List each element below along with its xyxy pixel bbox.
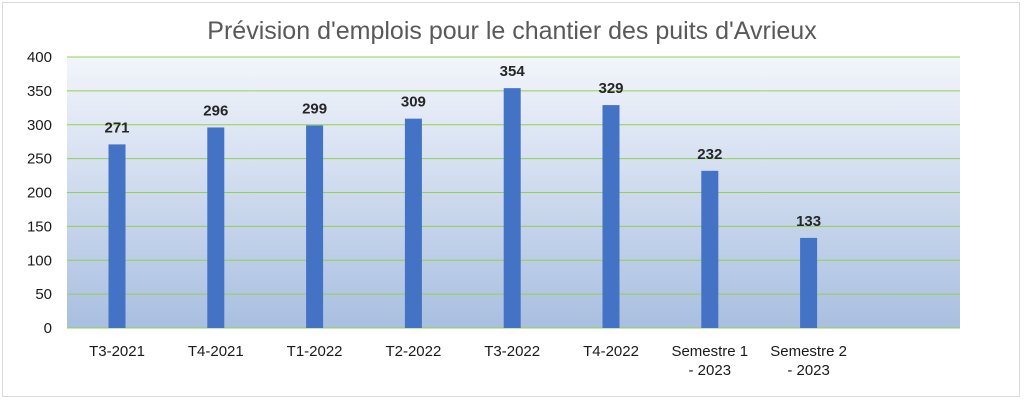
data-label: 309 xyxy=(401,94,426,111)
data-label: 354 xyxy=(500,63,526,80)
x-tick-label-line: T3-2021 xyxy=(89,343,145,360)
x-tick-label-line: T3-2022 xyxy=(484,343,540,360)
x-tick-label-line: T2-2022 xyxy=(385,343,441,360)
bar xyxy=(503,88,521,328)
data-label: 133 xyxy=(796,213,821,230)
bar xyxy=(602,105,620,328)
x-tick-label-line: T1-2022 xyxy=(287,343,343,360)
x-tick-label: Semestre 2 - 2023 xyxy=(770,343,847,379)
y-tick-label: 100 xyxy=(27,252,52,269)
bar xyxy=(306,125,324,329)
bar xyxy=(701,170,719,328)
bar xyxy=(800,237,818,328)
data-label: 299 xyxy=(302,100,327,117)
y-tick-label: 300 xyxy=(27,117,52,134)
data-label: 271 xyxy=(104,119,129,136)
chart-title: Prévision d'emplois pour le chantier des… xyxy=(207,17,817,45)
y-tick-label: 200 xyxy=(27,185,52,202)
x-tick-label: T2-2022 xyxy=(385,343,441,360)
x-tick-label: T1-2022 xyxy=(287,343,343,360)
y-tick-label: 400 xyxy=(27,49,52,66)
bar xyxy=(108,144,126,328)
y-tick-label: 150 xyxy=(27,218,52,235)
x-tick-label-line: - 2023 xyxy=(787,362,830,379)
y-tick-label: 0 xyxy=(44,320,52,337)
x-tick-label: Semestre 1 - 2023 xyxy=(671,343,748,379)
x-tick-label: T4-2021 xyxy=(188,343,244,360)
x-tick-label-line: Semestre 2 xyxy=(770,343,847,360)
y-tick-label: 350 xyxy=(27,83,52,100)
data-label: 232 xyxy=(697,146,722,163)
bar xyxy=(207,127,225,329)
data-label: 296 xyxy=(203,102,228,119)
y-tick-label: 50 xyxy=(35,286,52,303)
bar xyxy=(404,118,422,328)
x-tick-label: T4-2022 xyxy=(583,343,639,360)
x-tick-label-line: Semestre 1 xyxy=(671,343,748,360)
data-label: 329 xyxy=(598,80,623,97)
x-tick-label-line: T4-2021 xyxy=(188,343,244,360)
x-tick-label: T3-2022 xyxy=(484,343,540,360)
x-tick-label-line: T4-2022 xyxy=(583,343,639,360)
y-tick-label: 250 xyxy=(27,151,52,168)
x-tick-label: T3-2021 xyxy=(89,343,145,360)
x-tick-label-line: - 2023 xyxy=(689,362,732,379)
